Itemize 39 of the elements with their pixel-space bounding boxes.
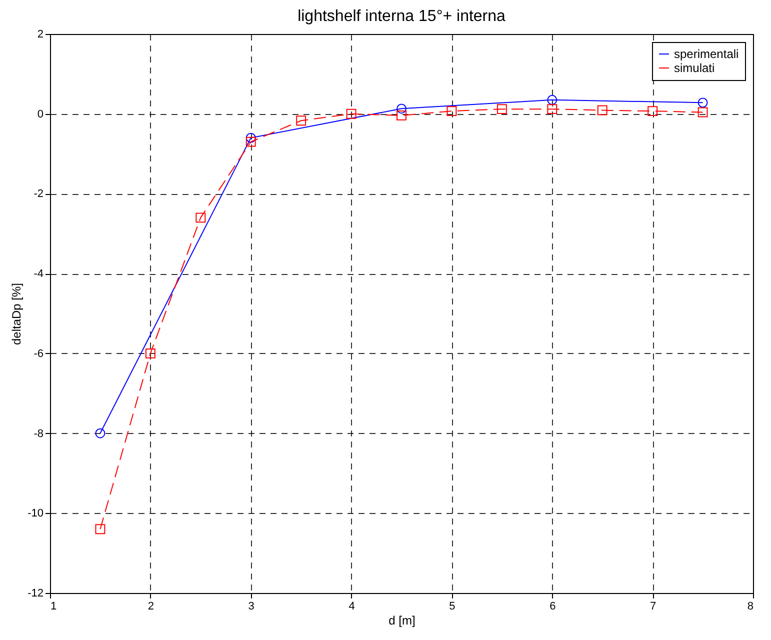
x-tick-label: 7 — [650, 600, 656, 612]
x-tick-label: 3 — [248, 600, 254, 612]
point — [95, 428, 106, 438]
point — [547, 104, 558, 114]
point — [145, 348, 156, 358]
point — [396, 110, 406, 120]
point — [698, 98, 708, 108]
point — [597, 105, 608, 116]
point — [246, 132, 256, 143]
point — [296, 116, 306, 126]
legend-label: sperimentali — [674, 47, 739, 61]
point — [95, 524, 106, 534]
point — [446, 106, 457, 116]
y-tick-label: -12 — [28, 588, 44, 600]
chart-title: lightshelf interna 15°+ interna — [298, 8, 506, 25]
y-tick-label: -10 — [28, 508, 44, 520]
legend-label: simulati — [674, 61, 715, 75]
y-axis-title: deltaDp [%] — [10, 282, 24, 346]
y-tick-label: 0 — [37, 108, 44, 120]
point — [246, 136, 256, 147]
x-tick-label: 1 — [50, 600, 57, 612]
point — [547, 94, 558, 105]
y-tick-label: -8 — [34, 428, 44, 440]
x-tick-label: 5 — [449, 600, 456, 612]
x-tick-label: 2 — [148, 600, 154, 612]
point — [396, 104, 406, 114]
point — [346, 108, 356, 119]
point — [196, 212, 206, 223]
point — [496, 104, 507, 114]
x-axis-title: d [m] — [388, 614, 416, 628]
point — [698, 107, 708, 118]
point — [648, 106, 658, 116]
y-tick-label: 2 — [37, 28, 44, 40]
y-tick-label: -6 — [34, 348, 44, 360]
x-tick-label: 6 — [550, 600, 556, 612]
x-tick-label: 4 — [348, 600, 355, 612]
y-tick-label: -2 — [34, 188, 44, 200]
y-tick-label: -4 — [34, 268, 44, 280]
x-tick-label: 8 — [747, 600, 754, 612]
